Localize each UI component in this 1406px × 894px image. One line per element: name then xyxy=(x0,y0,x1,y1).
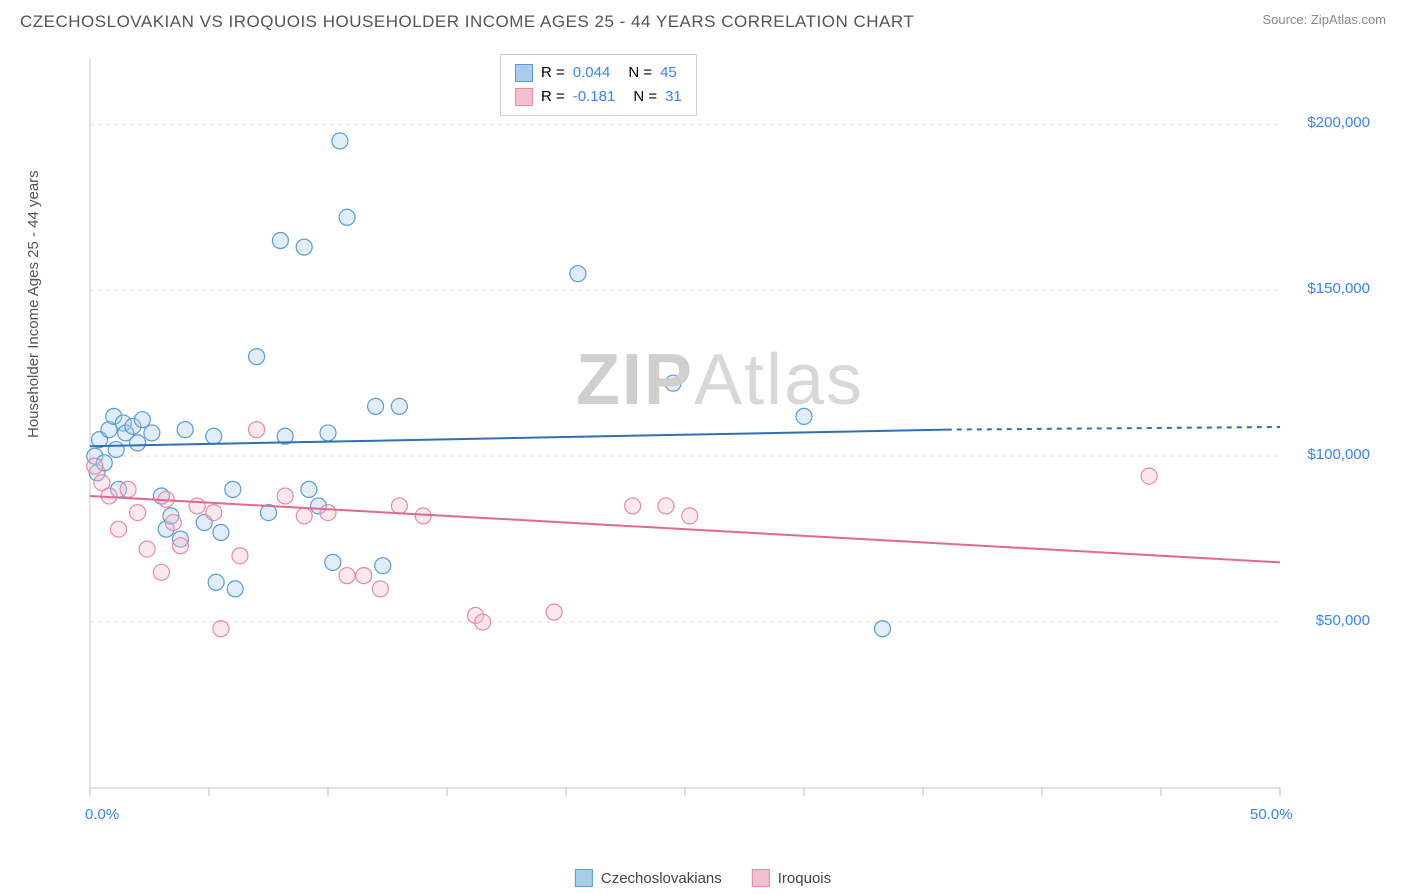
chart-container: Householder Income Ages 25 - 44 years ZI… xyxy=(60,48,1380,838)
legend-swatch-bottom-1 xyxy=(752,869,770,887)
y-tick-label: $50,000 xyxy=(1316,612,1370,629)
y-tick-label: $150,000 xyxy=(1307,280,1370,297)
legend-swatch-bottom-0 xyxy=(575,869,593,887)
r-value-1: -0.181 xyxy=(573,85,616,109)
legend-label-0: Czechoslovakians xyxy=(601,870,722,887)
legend-label-1: Iroquois xyxy=(778,870,831,887)
n-value-1: 31 xyxy=(665,85,682,109)
legend-stats-row-1: R = -0.181 N = 31 xyxy=(515,85,682,109)
chart-source: Source: ZipAtlas.com xyxy=(1262,12,1386,27)
legend-bottom: Czechoslovakians Iroquois xyxy=(575,862,831,894)
r-value-0: 0.044 xyxy=(573,61,611,85)
legend-item-1: Iroquois xyxy=(752,869,831,887)
y-tick-label: $200,000 xyxy=(1307,114,1370,131)
legend-item-0: Czechoslovakians xyxy=(575,869,722,887)
n-value-0: 45 xyxy=(660,61,677,85)
legend-swatch-0 xyxy=(515,64,533,82)
x-tick-label: 0.0% xyxy=(85,806,119,823)
legend-stats-box: R = 0.044 N = 45 R = -0.181 N = 31 xyxy=(500,54,697,116)
scatter-plot xyxy=(80,48,1380,838)
y-tick-label: $100,000 xyxy=(1307,446,1370,463)
y-axis-label: Householder Income Ages 25 - 44 years xyxy=(25,170,42,438)
legend-swatch-1 xyxy=(515,88,533,106)
x-tick-label: 50.0% xyxy=(1250,806,1293,823)
chart-title: CZECHOSLOVAKIAN VS IROQUOIS HOUSEHOLDER … xyxy=(20,12,914,32)
legend-stats-row-0: R = 0.044 N = 45 xyxy=(515,61,682,85)
